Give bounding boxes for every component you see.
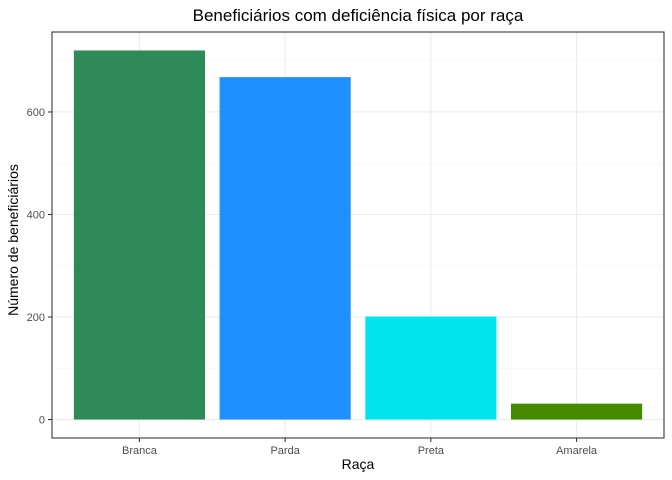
x-axis-title: Raça (342, 456, 375, 472)
x-tick-label: Preta (418, 445, 445, 457)
bar-amarela (511, 403, 643, 420)
x-tick-label: Branca (122, 445, 158, 457)
x-tick-label: Parda (270, 445, 300, 457)
plot-panel-border (51, 31, 665, 439)
y-tick-label: 600 (27, 107, 45, 119)
chart-title: Beneficiários com deficiência física por… (193, 6, 524, 25)
y-tick-label: 400 (27, 209, 45, 221)
bars (73, 50, 643, 420)
bar-parda (219, 77, 351, 420)
y-tick-label: 200 (27, 312, 45, 324)
y-axis-title: Número de beneficiários (5, 164, 21, 316)
y-tick-label: 0 (39, 415, 45, 427)
bar-branca (73, 50, 205, 420)
axes: 0 200 400 600 Branca Parda Preta Amarela (27, 107, 598, 457)
x-tick-label: Amarela (556, 445, 598, 457)
bar-preta (365, 316, 497, 420)
